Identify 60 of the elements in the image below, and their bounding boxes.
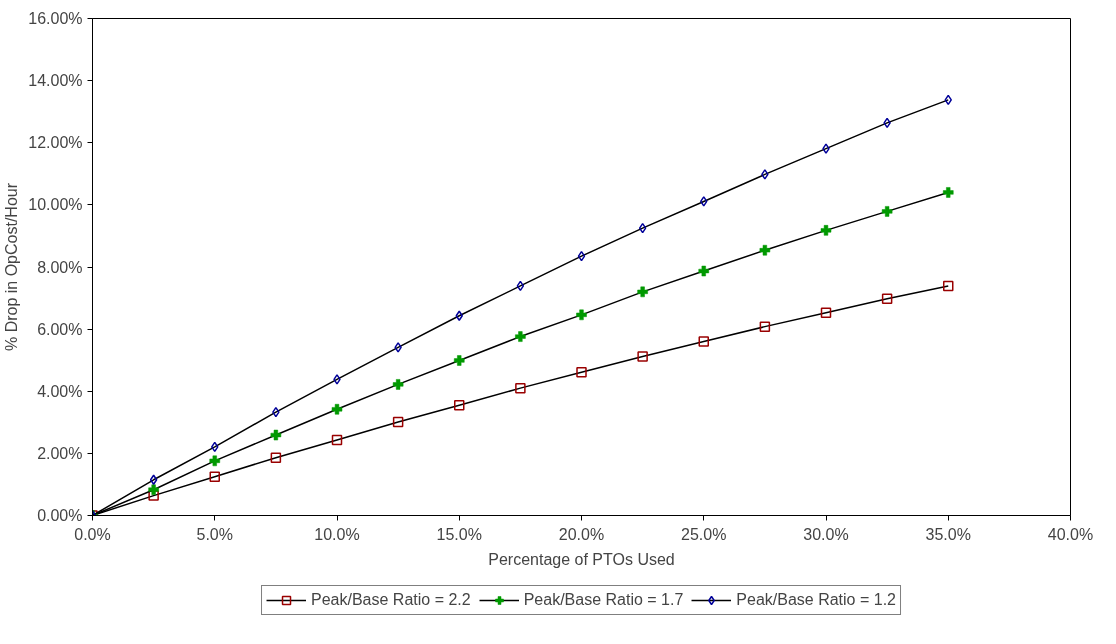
x-tick-label: 35.0% (925, 525, 971, 543)
y-tick-label: 10.00% (28, 196, 83, 214)
x-tick-label: 20.0% (558, 525, 605, 543)
legend-label: Peak/Base Ratio = 1.7 (523, 591, 684, 609)
point (943, 187, 954, 198)
point (149, 474, 158, 486)
y-axis-title: % Drop in OpCost/Hour (3, 182, 21, 352)
point (638, 222, 647, 234)
y-tick-label: 16.00% (28, 10, 83, 27)
x-tick-label: 40.0% (1047, 525, 1094, 543)
point (454, 355, 465, 366)
y-tick-label: 14.00% (28, 72, 83, 90)
point (943, 280, 954, 292)
point (576, 367, 587, 378)
point (331, 404, 343, 415)
point (331, 434, 343, 446)
point (698, 265, 709, 277)
point (333, 374, 341, 385)
point (881, 206, 893, 217)
point (515, 331, 526, 342)
x-tick-label: 30.0% (803, 525, 849, 543)
point (148, 490, 159, 501)
point (148, 484, 159, 495)
point (454, 399, 465, 411)
y-tick-label: 6.00% (37, 320, 83, 338)
y-tick-label: 4.00% (37, 382, 83, 400)
point (577, 250, 586, 262)
point (392, 379, 404, 390)
point (516, 280, 525, 292)
y-tick-label: 12.00% (28, 134, 83, 152)
x-tick-label: 25.0% (681, 525, 727, 543)
x-tick-label: 5.0% (196, 525, 233, 543)
point (698, 336, 709, 347)
point (822, 143, 830, 154)
point (820, 225, 832, 236)
point (637, 351, 648, 362)
point (576, 309, 587, 321)
y-tick-label: 2.00% (37, 444, 83, 462)
point (700, 196, 708, 207)
x-tick-label: 15.0% (436, 525, 482, 543)
point (209, 455, 220, 467)
point (392, 416, 404, 428)
y-tick-label: 0.00% (37, 507, 83, 524)
legend-label: Peak/Base Ratio = 1.2 (736, 591, 896, 609)
point (270, 429, 282, 441)
y-tick-label: 8.00% (37, 258, 83, 276)
legend-label: Peak/Base Ratio = 2.2 (311, 591, 471, 609)
point (209, 471, 220, 482)
point (515, 382, 526, 394)
point (881, 293, 893, 304)
point (394, 342, 402, 353)
point (270, 452, 282, 463)
point (820, 307, 832, 318)
point (759, 321, 771, 332)
point (759, 244, 771, 256)
point (761, 169, 769, 180)
point (637, 286, 648, 298)
x-axis-title: Percentage of PTOs Used (488, 550, 675, 568)
x-tick-label: 0.0% (74, 525, 111, 543)
x-tick-label: 10.0% (314, 525, 360, 543)
